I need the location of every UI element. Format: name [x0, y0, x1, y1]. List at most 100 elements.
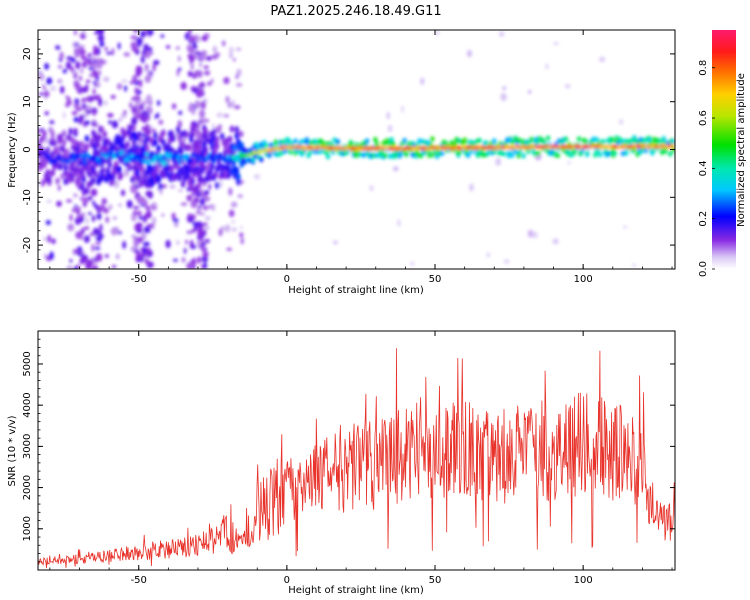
spectrogram-cell — [419, 77, 425, 86]
spectrogram-cell — [93, 204, 100, 209]
spectrogram-cell — [594, 136, 600, 143]
spectrogram-cell — [134, 87, 139, 95]
spectrogram-cell — [88, 57, 92, 62]
spectrogram-cell — [410, 261, 415, 266]
spectrogram-cell — [62, 68, 67, 74]
spectrogram-cell — [87, 196, 93, 201]
spectrogram-cell — [472, 140, 477, 146]
spectrogram-cell — [223, 114, 230, 118]
spectrogram-cell — [671, 144, 675, 148]
spectrogram-cell — [236, 68, 242, 77]
spectrogram-cell — [53, 159, 59, 165]
spectrogram-cell — [387, 124, 393, 133]
spectrogram-cell — [226, 247, 233, 251]
spectrogram-cell — [532, 231, 538, 239]
spectrogram-cell — [191, 192, 196, 197]
spectrogram-cell — [76, 152, 81, 159]
spectrogram-cell — [545, 135, 551, 141]
spectrogram-cell — [185, 239, 188, 245]
spectrogram-cell — [143, 226, 151, 234]
spectrogram-cell — [140, 152, 145, 158]
spectrogram-cell — [138, 158, 143, 164]
spectrogram-cell — [183, 247, 187, 255]
spectrogram-cell — [203, 226, 210, 230]
spectrogram-cell — [81, 175, 86, 183]
spectrogram-cell — [200, 166, 205, 174]
spectrogram-cell — [205, 55, 212, 61]
spectrogram-cell — [85, 105, 92, 111]
spectrogram-cell — [141, 101, 146, 105]
spectrogram-cell — [146, 209, 151, 219]
spectrogram-cell — [223, 172, 228, 180]
spectrogram-cell — [147, 30, 154, 36]
colorbar-tick-label: 0.0 — [698, 261, 709, 277]
spectrogram-cell — [198, 82, 206, 88]
spectrogram-cell — [214, 52, 221, 58]
spectrogram-cell — [259, 156, 264, 163]
spectrogram-cell — [177, 55, 181, 62]
spectrogram-cell — [79, 140, 85, 148]
spectrogram-cell — [108, 204, 113, 210]
spectrogram-cell — [108, 120, 112, 125]
spectrogram-cell — [149, 180, 155, 188]
spectrogram-cell — [84, 216, 90, 225]
spectrogram-cell — [332, 240, 339, 245]
spectrogram-cell — [92, 88, 96, 95]
spectrogram-cell — [235, 47, 242, 51]
spectrogram-cell — [72, 208, 76, 213]
spectrogram-cell — [130, 41, 138, 50]
spectrogram-cell — [104, 46, 109, 51]
spectrogram-cell — [144, 75, 151, 83]
spectrogram-cell — [583, 138, 588, 144]
spectrogram-x-axis-label: Height of straight line (km) — [288, 285, 424, 296]
spectrogram-cell — [116, 83, 123, 90]
spectrogram-cell — [139, 103, 144, 111]
spectrogram-cell — [203, 127, 209, 135]
spectrogram-cell — [235, 82, 243, 87]
spectrogram-cell — [70, 66, 74, 73]
spectrogram-cell — [187, 104, 195, 113]
spectrogram-cell — [663, 148, 668, 154]
spectrogram-cell — [404, 151, 409, 157]
spectrogram-cell — [140, 166, 145, 174]
spectrogram-cell — [195, 191, 202, 198]
spectrogram-cell — [288, 149, 293, 155]
spectrogram-cell — [110, 174, 116, 182]
spectrogram-cell — [501, 151, 507, 157]
spectrogram-cell — [134, 184, 139, 188]
spectrogram-cell — [144, 143, 150, 151]
spectrogram-cell — [236, 156, 241, 163]
spectrogram-cell — [70, 175, 75, 183]
spectrogram-cell — [192, 166, 197, 174]
spectrogram-cell — [85, 79, 91, 84]
spectrogram-cell — [500, 92, 507, 102]
spectrogram-cell — [117, 203, 123, 207]
spectrogram-cell — [66, 134, 72, 142]
spectrogram-cell — [189, 239, 194, 248]
spectrogram-cell — [107, 160, 112, 168]
spectrogram-cell — [98, 69, 102, 76]
spectrogram-cell — [152, 63, 156, 72]
spectrogram-cell — [373, 137, 378, 143]
spectrogram-cell — [62, 111, 66, 119]
spectrogram-y-tick-label: 20 — [22, 48, 33, 61]
spectrogram-cell — [40, 127, 44, 133]
spectrogram-cell — [169, 146, 174, 154]
spectrogram-cell — [648, 140, 653, 146]
spectrogram-cell — [584, 151, 590, 158]
spectrogram-cell — [80, 68, 84, 74]
spectrogram-cell — [96, 213, 102, 220]
snr-series-line — [38, 348, 675, 569]
spectrogram-cell — [98, 98, 103, 105]
spectrogram-cell — [189, 158, 194, 164]
spectrogram-cell — [195, 123, 200, 128]
spectrogram-cell — [132, 206, 140, 210]
spectrogram-cell — [130, 35, 136, 40]
spectrogram-cell — [216, 112, 224, 118]
spectrogram-cell — [101, 198, 108, 205]
spectrogram-cell — [506, 153, 512, 159]
spectrogram-cell — [81, 104, 87, 108]
spectrogram-cell — [153, 59, 160, 66]
spectrogram-cell — [133, 134, 138, 142]
spectrogram-cell — [127, 162, 132, 170]
